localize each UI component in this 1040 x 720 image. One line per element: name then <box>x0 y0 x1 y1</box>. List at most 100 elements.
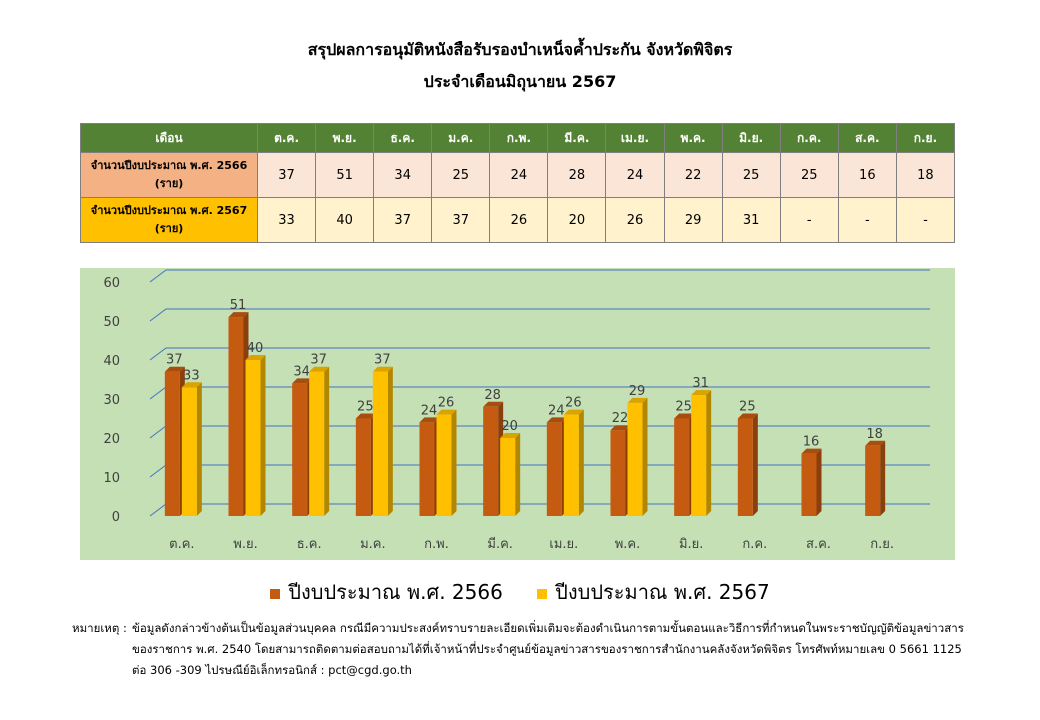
table-cell: 37 <box>373 197 433 243</box>
bar-top <box>228 312 249 318</box>
bar-top <box>372 366 393 372</box>
bar <box>610 430 626 516</box>
x-tick-label: ก.ค. <box>742 537 767 552</box>
data-label: 25 <box>739 400 756 415</box>
bar <box>419 422 435 516</box>
bar-top <box>500 433 521 438</box>
bar-top <box>292 378 313 384</box>
bar-side <box>451 409 457 516</box>
data-label: 31 <box>692 376 709 391</box>
bar-top <box>355 413 376 419</box>
x-tick-label: ธ.ค. <box>297 537 322 552</box>
bar-side <box>752 413 758 516</box>
x-tick-label: พ.ย. <box>233 537 257 552</box>
bar <box>355 418 371 516</box>
x-tick-label: ต.ค. <box>169 537 194 552</box>
table-cell: 34 <box>373 152 433 198</box>
table-cell: - <box>837 197 897 243</box>
footnote-line-3: ต่อ 306 -309 ไปรษณีย์อิเล็กทรอนิกส์ : pc… <box>132 663 412 677</box>
table-cell: 22 <box>663 152 723 198</box>
bar-top <box>865 440 886 446</box>
bar <box>737 418 753 516</box>
table-cell: 31 <box>721 197 781 243</box>
table-cell: 51 <box>315 152 375 198</box>
table-row-2567: จำนวนปีงบประมาณ พ.ศ. 2567 (ราย) 33 40 37 37… <box>80 197 956 243</box>
table-cell: 25 <box>721 152 781 198</box>
table-header-month-7: พ.ค. <box>663 123 723 153</box>
summary-table: เดือน ต.ค. พ.ย. ธ.ค. ม.ค. ก.พ. มี.ค. เม.ย. พ.ค.… <box>80 123 956 243</box>
table-cell: - <box>895 197 956 243</box>
data-label: 51 <box>230 298 247 313</box>
bar-top <box>610 425 631 431</box>
legend-item-2567: ปีงบประมาณ พ.ศ. 2567 <box>537 576 770 608</box>
footnote-line-2: ของราชการ พ.ศ. 2540 โดยสามารถติดตามต่อสอ… <box>132 642 962 656</box>
bar-side <box>515 433 521 516</box>
bar <box>546 422 562 516</box>
table-cell: 29 <box>663 197 723 243</box>
bar <box>563 414 579 516</box>
y-tick-label: 20 <box>103 432 120 447</box>
bar-top <box>737 413 758 419</box>
y-tick-label: 30 <box>103 393 120 408</box>
bar-side <box>642 397 648 516</box>
y-tick-label: 0 <box>112 510 120 525</box>
bar <box>691 395 707 516</box>
data-label: 33 <box>183 368 200 383</box>
footnote-body: ข้อมูลดังกล่าวข้างต้นเป็นข้อมูลส่วนบุคคล… <box>132 618 972 681</box>
bar-top <box>483 401 504 407</box>
bar-side <box>880 440 886 516</box>
bar <box>627 402 643 516</box>
table-header-month: เดือน <box>80 123 258 153</box>
bar-chart: 01020304050603733ต.ค.5140พ.ย.3437ธ.ค.253… <box>103 269 930 552</box>
bar-top <box>801 448 822 454</box>
gridline <box>149 308 930 322</box>
table-header-month-0: ต.ค. <box>256 123 317 153</box>
legend-label-2567: ปีงบประมาณ พ.ศ. 2567 <box>555 580 770 604</box>
x-tick-label: มิ.ย. <box>679 537 703 552</box>
table-row-2566: จำนวนปีงบประมาณ พ.ศ. 2566 (ราย) 37 51 34 25… <box>80 152 956 198</box>
bar-top <box>436 409 457 415</box>
data-label: 26 <box>565 396 582 411</box>
bar-top <box>674 413 695 419</box>
row-label-2567: จำนวนปีงบประมาณ พ.ศ. 2567 (ราย) <box>80 197 258 243</box>
table-cell: 24 <box>605 152 665 198</box>
data-label: 29 <box>629 384 646 399</box>
y-tick-label: 50 <box>103 315 120 330</box>
bar-side <box>387 366 393 516</box>
table-header-month-5: มี.ค. <box>547 123 607 153</box>
table-cell: 25 <box>779 152 839 198</box>
bar <box>245 360 261 516</box>
table-cell: 37 <box>431 197 491 243</box>
bar-top <box>419 417 440 423</box>
table-cell: - <box>779 197 839 243</box>
table-cell: 26 <box>605 197 665 243</box>
data-label: 20 <box>501 419 518 434</box>
bar-top <box>309 366 330 372</box>
row-label-2567-line1: จำนวนปีงบประมาณ พ.ศ. 2567 <box>90 204 248 217</box>
x-tick-label: พ.ค. <box>615 537 641 552</box>
table-cell: 16 <box>837 152 897 198</box>
y-tick-label: 60 <box>103 276 120 291</box>
table-header-month-11: ก.ย. <box>895 123 956 153</box>
table-header-month-2: ธ.ค. <box>373 123 433 153</box>
bar <box>164 371 180 516</box>
table-cell: 24 <box>489 152 549 198</box>
data-label: 24 <box>548 403 565 418</box>
bar-top <box>563 409 584 415</box>
bar <box>436 414 452 516</box>
bar <box>292 383 308 516</box>
bar-top <box>691 390 712 396</box>
data-label: 40 <box>247 341 264 356</box>
bar-top <box>181 382 202 388</box>
bar <box>801 453 817 516</box>
footnote-head: หมายเหตุ : <box>72 621 127 635</box>
bar-side <box>196 382 202 516</box>
bar-side <box>706 390 712 516</box>
table-cell: 20 <box>547 197 607 243</box>
bar <box>372 371 388 516</box>
x-tick-label: เม.ย. <box>549 537 578 552</box>
bar-side <box>578 409 584 516</box>
bar <box>483 406 499 516</box>
x-tick-label: ม.ค. <box>360 537 386 552</box>
gridline <box>149 269 930 283</box>
